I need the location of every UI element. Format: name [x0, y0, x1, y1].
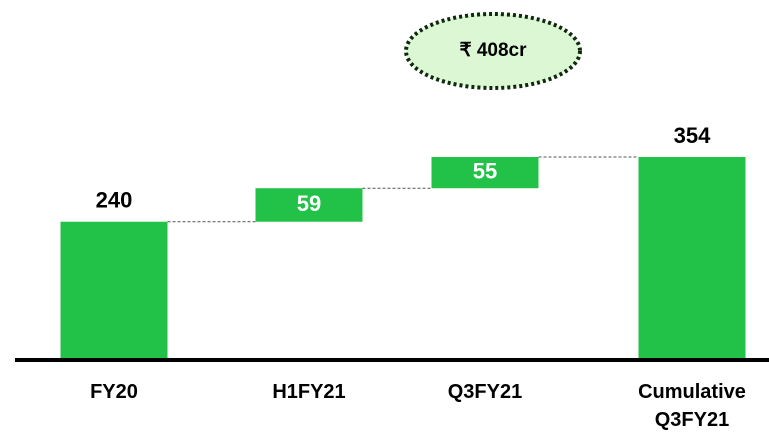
bar — [255, 188, 363, 222]
data-label: 55 — [473, 158, 497, 183]
x-tick-label: H1FY21 — [272, 381, 346, 403]
x-tick-label: Cumulative Q3FY21 — [638, 381, 746, 431]
bar — [638, 157, 746, 358]
bar — [431, 157, 539, 189]
annotation: ₹ 408cr — [459, 40, 527, 61]
data-label: 354 — [674, 123, 711, 148]
bar — [60, 221, 168, 358]
annotation-bubble — [404, 12, 582, 90]
data-label: 240 — [96, 188, 133, 213]
x-tick-label: Q3FY21 — [447, 381, 523, 403]
x-tick-label: FY20 — [90, 381, 138, 403]
data-label: 59 — [297, 191, 321, 216]
